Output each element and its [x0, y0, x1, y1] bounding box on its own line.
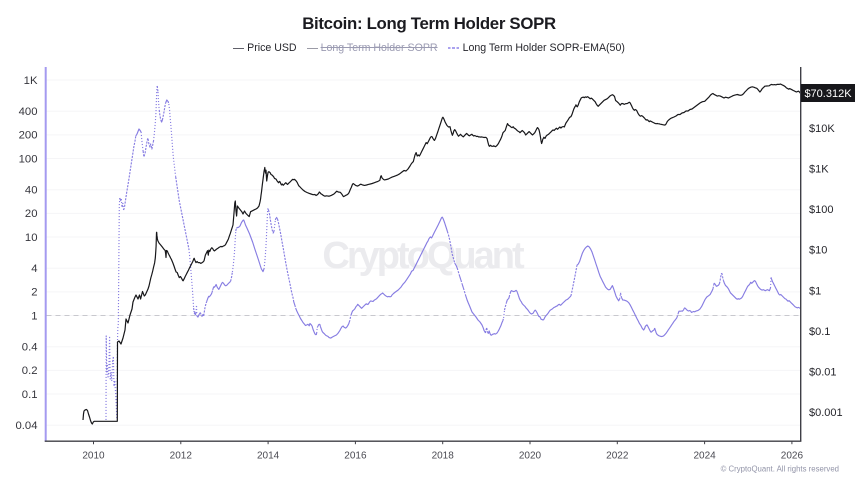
svg-text:0.1: 0.1 — [22, 389, 38, 401]
svg-text:2016: 2016 — [344, 451, 367, 462]
svg-text:20: 20 — [25, 208, 38, 220]
svg-text:100: 100 — [19, 153, 38, 165]
svg-text:$10K: $10K — [809, 123, 835, 135]
svg-text:0.2: 0.2 — [22, 365, 38, 377]
svg-text:2014: 2014 — [257, 451, 280, 462]
svg-text:2024: 2024 — [693, 451, 716, 462]
svg-text:$1: $1 — [809, 285, 821, 297]
svg-text:2: 2 — [31, 287, 37, 299]
svg-text:$0.001: $0.001 — [809, 407, 843, 419]
svg-text:$10: $10 — [809, 245, 827, 257]
svg-text:$0.01: $0.01 — [809, 367, 837, 379]
svg-text:$100: $100 — [809, 204, 833, 216]
svg-text:40: 40 — [25, 185, 38, 197]
svg-text:$70.312K: $70.312K — [804, 88, 852, 100]
svg-text:$1K: $1K — [809, 164, 829, 176]
svg-text:4: 4 — [31, 263, 37, 275]
svg-text:0.4: 0.4 — [22, 342, 38, 354]
svg-text:2018: 2018 — [432, 451, 455, 462]
svg-text:2022: 2022 — [606, 451, 629, 462]
svg-text:400: 400 — [19, 106, 38, 118]
svg-text:$0.1: $0.1 — [809, 326, 830, 338]
svg-text:© CryptoQuant. All rights rese: © CryptoQuant. All rights reserved — [721, 465, 839, 474]
svg-text:0.04: 0.04 — [16, 420, 38, 432]
svg-text:CryptoQuant: CryptoQuant — [322, 235, 525, 277]
svg-text:2012: 2012 — [170, 451, 193, 462]
svg-text:10: 10 — [25, 232, 38, 244]
svg-text:2020: 2020 — [519, 451, 542, 462]
svg-text:1: 1 — [31, 310, 37, 322]
svg-text:2010: 2010 — [82, 451, 105, 462]
svg-text:200: 200 — [19, 130, 38, 142]
svg-text:1K: 1K — [24, 75, 38, 87]
svg-text:2026: 2026 — [781, 451, 804, 462]
